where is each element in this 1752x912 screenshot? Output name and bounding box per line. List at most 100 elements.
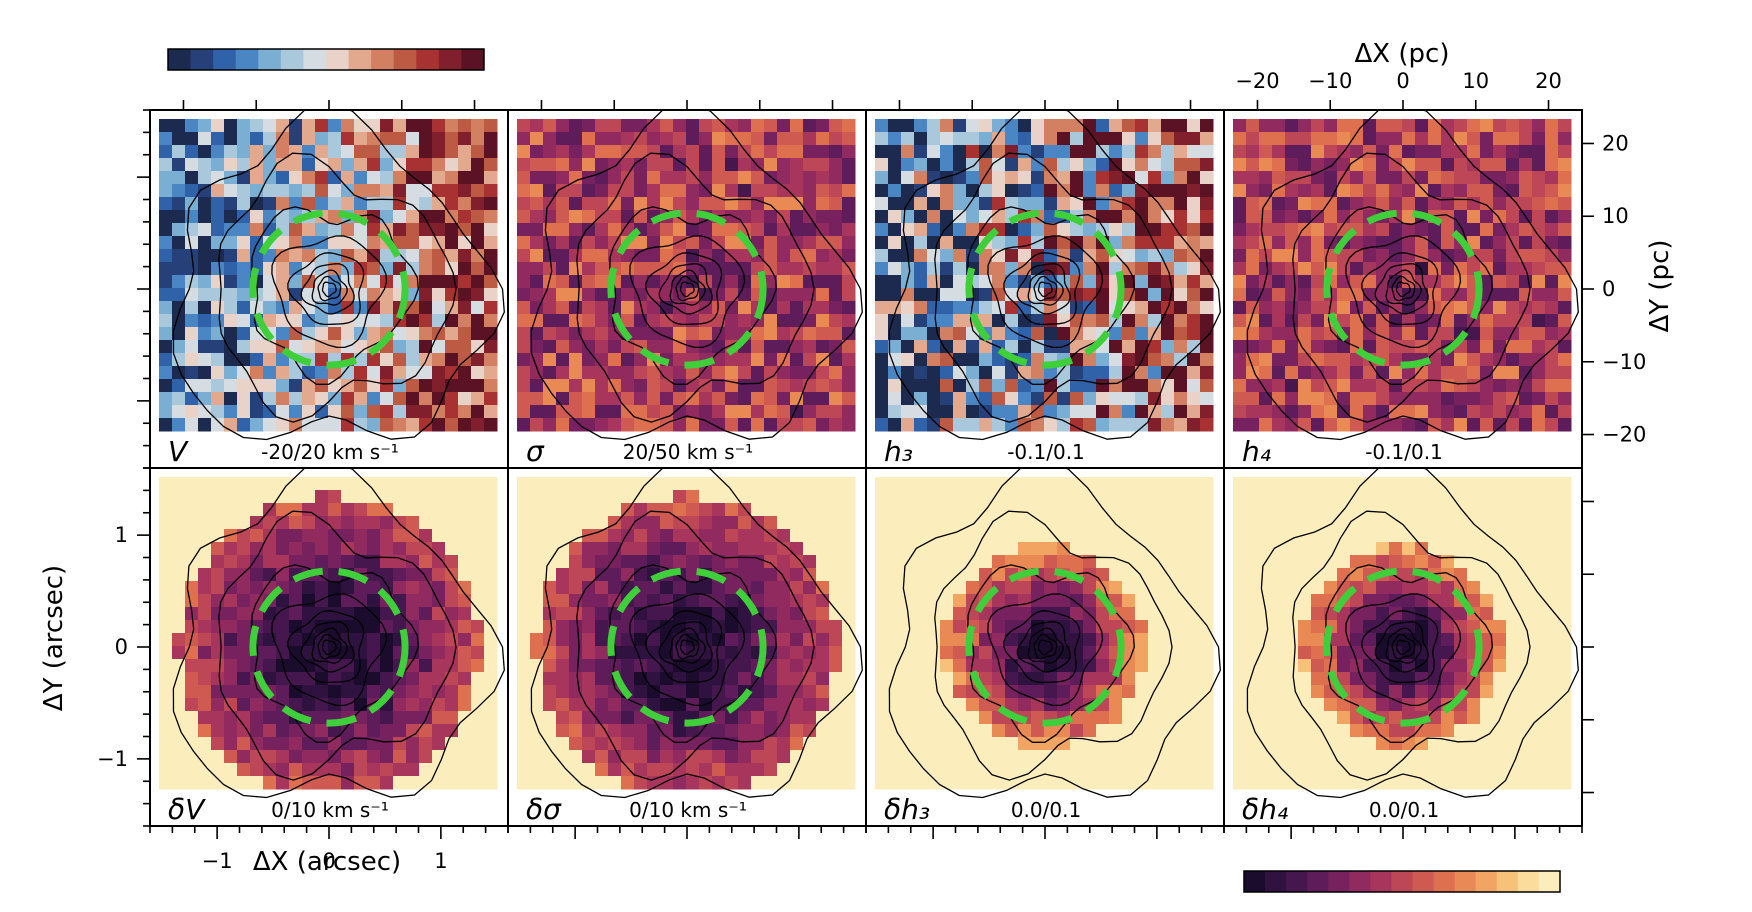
map-pixel: [1259, 418, 1273, 432]
map-pixel: [829, 724, 843, 738]
map-pixel: [185, 262, 199, 276]
map-pixel: [445, 672, 459, 686]
map-pixel: [621, 301, 635, 315]
map-pixel: [1311, 405, 1325, 419]
map-pixel: [979, 737, 993, 751]
map-pixel: [198, 516, 212, 530]
map-pixel: [406, 158, 420, 172]
map-pixel: [634, 197, 648, 211]
map-pixel: [328, 119, 342, 133]
map-pixel: [543, 132, 557, 146]
map-pixel: [1109, 581, 1123, 595]
map-pixel: [380, 379, 394, 393]
map-pixel: [1272, 542, 1286, 556]
map-pixel: [302, 529, 316, 543]
map-pixel: [992, 542, 1006, 556]
map-pixel: [289, 737, 303, 751]
map-pixel: [1031, 555, 1045, 569]
contour-line: [1361, 252, 1439, 326]
map-pixel: [725, 145, 739, 159]
map-pixel: [1259, 542, 1273, 556]
map-pixel: [445, 353, 459, 367]
map-pixel: [1311, 418, 1325, 432]
map-pixel: [1135, 132, 1149, 146]
map-pixel: [940, 646, 954, 660]
map-pixel: [1233, 236, 1247, 250]
map-pixel: [159, 262, 173, 276]
map-pixel: [888, 314, 902, 328]
map-pixel: [992, 776, 1006, 790]
map-pixel: [699, 184, 713, 198]
map-pixel: [673, 314, 687, 328]
map-pixel: [1285, 236, 1299, 250]
map-pixel: [1187, 366, 1201, 380]
map-pixel: [1454, 646, 1468, 660]
map-pixel: [172, 197, 186, 211]
map-pixel: [419, 698, 433, 712]
map-pixel: [582, 503, 596, 517]
map-pixel: [953, 750, 967, 764]
map-pixel: [953, 503, 967, 517]
map-pixel: [725, 685, 739, 699]
map-pixel: [686, 568, 700, 582]
map-pixel: [842, 724, 856, 738]
map-pixel: [1246, 711, 1260, 725]
map-pixel: [1005, 379, 1019, 393]
map-pixel: [263, 262, 277, 276]
contour-line: [1395, 281, 1411, 298]
map-pixel: [829, 301, 843, 315]
map-pixel: [1148, 724, 1162, 738]
map-pixel: [224, 620, 238, 634]
map-pixel: [445, 314, 459, 328]
map-pixel: [276, 275, 290, 289]
map-pixel: [302, 490, 316, 504]
map-pixel: [829, 633, 843, 647]
map-pixel: [699, 197, 713, 211]
map-pixel: [712, 633, 726, 647]
map-pixel: [712, 379, 726, 393]
map-pixel: [927, 405, 941, 419]
map-pixel: [992, 503, 1006, 517]
map-pixel: [979, 366, 993, 380]
map-pixel: [1057, 405, 1071, 419]
map-pixel: [1467, 555, 1481, 569]
map-pixel: [725, 555, 739, 569]
map-pixel: [634, 568, 648, 582]
map-pixel: [699, 223, 713, 237]
map-pixel: [1493, 262, 1507, 276]
map-pixel: [1480, 288, 1494, 302]
map-pixel: [569, 249, 583, 263]
map-pixel: [1161, 132, 1175, 146]
map-pixel: [471, 685, 485, 699]
map-pixel: [543, 158, 557, 172]
map-pixel: [471, 314, 485, 328]
map-pixel: [582, 620, 596, 634]
map-pixel: [660, 490, 674, 504]
map-pixel: [979, 340, 993, 354]
map-pixel: [673, 262, 687, 276]
map-pixel: [419, 340, 433, 354]
map-pixel: [1233, 418, 1247, 432]
map-pixel: [829, 275, 843, 289]
map-pixel: [224, 262, 238, 276]
map-pixel: [250, 503, 264, 517]
map-pixel: [517, 633, 531, 647]
map-pixel: [1272, 568, 1286, 582]
map-pixel: [354, 698, 368, 712]
map-pixel: [1174, 249, 1188, 263]
map-pixel: [393, 594, 407, 608]
map-pixel: [159, 503, 173, 517]
map-pixel: [406, 477, 420, 491]
map-pixel: [1506, 477, 1520, 491]
map-pixel: [1096, 379, 1110, 393]
map-pixel: [406, 516, 420, 530]
map-pixel: [380, 750, 394, 764]
map-pixel: [901, 763, 915, 777]
map-pixel: [393, 171, 407, 185]
map-pixel: [1044, 210, 1058, 224]
map-pixel: [1298, 490, 1312, 504]
map-pixel: [276, 145, 290, 159]
map-pixel: [875, 503, 889, 517]
map-pixel: [751, 529, 765, 543]
map-pixel: [1109, 685, 1123, 699]
